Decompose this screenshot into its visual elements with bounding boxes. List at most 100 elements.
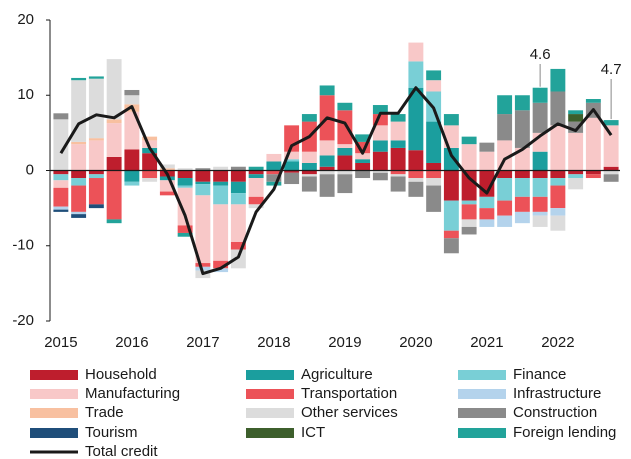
y-tick-label: -20: [12, 312, 34, 329]
bar-segment: [53, 209, 69, 212]
bar-segment: [301, 162, 317, 171]
bar-segment: [603, 174, 619, 182]
x-tick-label: 2019: [328, 334, 361, 351]
legend-label: Other services: [301, 404, 398, 421]
bar-segment: [443, 230, 459, 239]
bar-segment: [461, 144, 477, 171]
bar-segment: [372, 140, 388, 152]
legend-swatch: [458, 389, 506, 399]
bar-segment: [71, 185, 87, 212]
bar-segment: [532, 102, 548, 133]
bar-segment: [497, 114, 513, 141]
bar-segment: [71, 80, 87, 142]
bar-segment: [390, 147, 406, 171]
bar-segment: [603, 166, 619, 171]
bar-segment: [479, 196, 495, 209]
bar-segment: [124, 149, 140, 171]
bar-segment: [337, 102, 353, 111]
bar-segment: [514, 147, 530, 171]
legend-swatch: [30, 370, 78, 380]
bar-segment: [479, 219, 495, 227]
bar-segment: [71, 77, 87, 81]
bar-segment: [550, 215, 566, 231]
y-tick-label: 20: [17, 11, 34, 28]
bar-segment: [88, 76, 104, 79]
bar-segment: [195, 168, 211, 171]
legend-swatch: [458, 428, 506, 438]
bar-segment: [426, 185, 442, 212]
bar-segment: [142, 178, 158, 182]
bar-segment: [248, 204, 264, 209]
legend-label: Transportation: [301, 385, 397, 402]
bar-segment: [71, 170, 87, 179]
bar-segment: [461, 200, 477, 205]
bar-segment: [568, 110, 584, 115]
bar-segment: [390, 170, 406, 175]
bar-segment: [461, 136, 477, 145]
bar-segment: [213, 204, 229, 261]
bar-segment: [372, 170, 388, 173]
x-tick-label: 2015: [44, 334, 77, 351]
bar-segment: [532, 178, 548, 197]
bar-segment: [53, 180, 69, 188]
bar-segment: [88, 170, 104, 175]
legend-label: Construction: [513, 404, 597, 421]
bar-segment: [213, 260, 229, 269]
bar-segment: [124, 89, 140, 96]
bar-segment: [53, 187, 69, 207]
bar-segment: [213, 181, 229, 186]
bar-segment: [337, 174, 353, 194]
bar-segment: [497, 95, 513, 115]
bar-segment: [71, 178, 87, 186]
bar-segment: [106, 170, 122, 220]
bar-segment: [301, 174, 317, 177]
legend-label: Agriculture: [301, 366, 373, 383]
bar-segment: [426, 170, 442, 179]
bar-segment: [550, 178, 566, 186]
bar-segment: [319, 140, 335, 156]
bar-segment: [248, 166, 264, 171]
bar-segment: [372, 172, 388, 181]
bar-segment: [514, 110, 530, 148]
bar-segment: [550, 208, 566, 216]
bar-segment: [177, 170, 193, 179]
legend-label: Total credit: [85, 443, 158, 459]
bar-segment: [390, 140, 406, 148]
bar-segment: [550, 68, 566, 92]
bar-segment: [443, 238, 459, 254]
bar-segment: [301, 176, 317, 192]
bar-segment: [230, 193, 246, 205]
bar-segment: [142, 170, 158, 179]
bar-segment: [248, 170, 264, 175]
bar-segment: [372, 114, 388, 126]
bar-segment: [408, 181, 424, 197]
bar-segment: [443, 147, 459, 171]
x-tick-label: 2016: [115, 334, 148, 351]
bar-segment: [426, 178, 442, 186]
legend-label: Manufacturing: [85, 385, 180, 402]
bar-segment: [284, 151, 300, 160]
bar-segment: [585, 99, 601, 103]
bar-segment: [585, 174, 601, 179]
bar-segment: [106, 119, 122, 124]
bar-segment: [355, 162, 371, 171]
bar-segment: [461, 219, 477, 227]
bar-segment: [266, 161, 282, 171]
bar-segment: [497, 215, 513, 227]
legend-label: ICT: [301, 424, 325, 441]
bar-segment: [213, 268, 229, 273]
bar-segment: [213, 166, 229, 171]
data-label: 4.6: [530, 46, 551, 63]
bar-segment: [266, 181, 282, 186]
bar-segment: [514, 196, 530, 212]
bar-segment: [408, 61, 424, 88]
bar-segment: [337, 170, 353, 175]
bar-segment: [88, 140, 104, 171]
bar-segment: [337, 155, 353, 171]
bar-segment: [497, 200, 513, 216]
bar-segment: [372, 105, 388, 115]
bar-segment: [532, 151, 548, 171]
bar-segment: [355, 170, 371, 179]
legend-label: Trade: [85, 404, 124, 421]
